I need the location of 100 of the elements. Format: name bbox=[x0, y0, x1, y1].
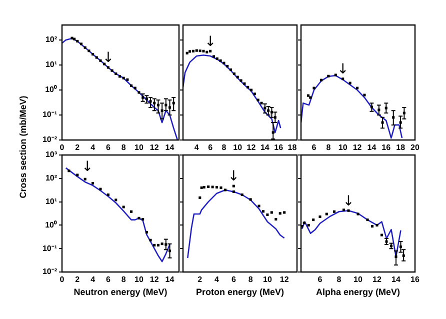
annotation: ↓ bbox=[336, 61, 349, 78]
point bbox=[320, 78, 322, 82]
x-tick-label: 8 bbox=[222, 143, 227, 152]
x-tick-label: 6 bbox=[208, 143, 214, 152]
x-tick-label: 14 bbox=[367, 143, 377, 152]
point bbox=[126, 78, 129, 81]
y-tick-label: 10⁰ bbox=[45, 85, 57, 94]
point bbox=[106, 66, 110, 69]
annotation: ↓ bbox=[228, 168, 240, 185]
x-tick-label: 6 bbox=[106, 275, 111, 284]
point bbox=[250, 88, 253, 92]
point bbox=[192, 50, 195, 52]
y-tick-label: 10⁻¹ bbox=[42, 110, 58, 120]
point bbox=[256, 98, 260, 102]
point bbox=[243, 82, 246, 85]
annotation: ↓ bbox=[342, 193, 354, 210]
point bbox=[222, 62, 226, 64]
point bbox=[236, 76, 239, 78]
point bbox=[195, 49, 198, 52]
point bbox=[327, 74, 330, 78]
x-tick-label: 4 bbox=[214, 275, 220, 284]
point bbox=[138, 216, 140, 220]
point bbox=[232, 184, 235, 188]
x-tick-label: 6 bbox=[318, 275, 323, 284]
point bbox=[160, 242, 164, 246]
point bbox=[240, 79, 242, 82]
point bbox=[342, 78, 344, 80]
point bbox=[309, 96, 312, 99]
point bbox=[200, 186, 203, 189]
point bbox=[232, 190, 235, 193]
x-tick-label: 10 bbox=[233, 143, 243, 152]
x-tick-label: 6 bbox=[312, 143, 317, 152]
y-tick-label: 10⁰ bbox=[45, 220, 57, 230]
point bbox=[325, 212, 328, 216]
point bbox=[68, 170, 70, 172]
point bbox=[202, 50, 205, 52]
x-tick-label: 2 bbox=[198, 275, 203, 284]
x-axis-title: Proton energy (MeV) bbox=[196, 287, 284, 298]
point bbox=[270, 211, 273, 214]
point bbox=[318, 215, 322, 218]
point bbox=[207, 185, 210, 188]
x-tick-label: 8 bbox=[336, 275, 342, 284]
point bbox=[253, 92, 256, 96]
point bbox=[283, 211, 286, 214]
point bbox=[153, 244, 156, 246]
point bbox=[145, 230, 148, 234]
point bbox=[84, 178, 86, 180]
point bbox=[211, 186, 214, 188]
x-tick-label: 14 bbox=[392, 275, 401, 284]
x-tick-label: 10 bbox=[262, 275, 272, 284]
point bbox=[240, 193, 244, 196]
x-tick-label: 4 bbox=[194, 143, 200, 152]
x-tick-label: 10 bbox=[338, 143, 348, 152]
point bbox=[80, 42, 83, 46]
point bbox=[149, 238, 152, 242]
point bbox=[114, 72, 118, 75]
point bbox=[356, 86, 359, 90]
x-tick-label: 12 bbox=[150, 275, 160, 284]
point bbox=[216, 186, 218, 188]
x-tick-label: 18 bbox=[396, 143, 406, 152]
x-tick-label: 8 bbox=[121, 143, 126, 152]
point bbox=[142, 218, 144, 220]
x-tick-label: 12 bbox=[280, 275, 290, 284]
x-tick-label: 6 bbox=[231, 275, 236, 284]
point bbox=[348, 82, 352, 84]
x-tick-label: 12 bbox=[150, 143, 160, 152]
point bbox=[130, 210, 133, 213]
point bbox=[262, 210, 264, 213]
point bbox=[380, 234, 384, 236]
x-tick-label: 16 bbox=[274, 143, 284, 152]
x-tick-label: 2 bbox=[75, 275, 80, 284]
point bbox=[92, 182, 94, 185]
annotation: ↓ bbox=[204, 34, 216, 50]
x-tick-label: 8 bbox=[121, 275, 126, 284]
annotation: ↓ bbox=[82, 159, 94, 176]
point bbox=[76, 174, 79, 176]
x-tick-label: 20 bbox=[410, 143, 420, 152]
point bbox=[95, 56, 98, 59]
point bbox=[230, 68, 232, 71]
point bbox=[376, 224, 378, 226]
point bbox=[70, 36, 74, 40]
y-axis-title: Cross section (mb/MeV) bbox=[18, 94, 28, 200]
point bbox=[103, 62, 106, 66]
x-tick-label: 0 bbox=[60, 143, 65, 152]
x-axis-title: Neutron energy (MeV) bbox=[74, 287, 168, 298]
point bbox=[278, 212, 282, 215]
point bbox=[334, 74, 337, 76]
point bbox=[342, 208, 346, 212]
x-tick-label: 18 bbox=[288, 143, 298, 152]
x-tick-label: 10 bbox=[354, 275, 363, 284]
x-tick-label: 14 bbox=[165, 275, 175, 284]
point bbox=[206, 50, 208, 54]
y-tick-label: 10¹ bbox=[45, 60, 58, 70]
point bbox=[156, 244, 160, 246]
x-tick-label: 6 bbox=[106, 143, 111, 152]
y-tick-label: 10⁻² bbox=[42, 267, 58, 276]
point bbox=[356, 212, 360, 216]
point bbox=[198, 196, 202, 199]
x-tick-label: 16 bbox=[382, 143, 392, 152]
x-tick-label: 0 bbox=[60, 275, 65, 284]
